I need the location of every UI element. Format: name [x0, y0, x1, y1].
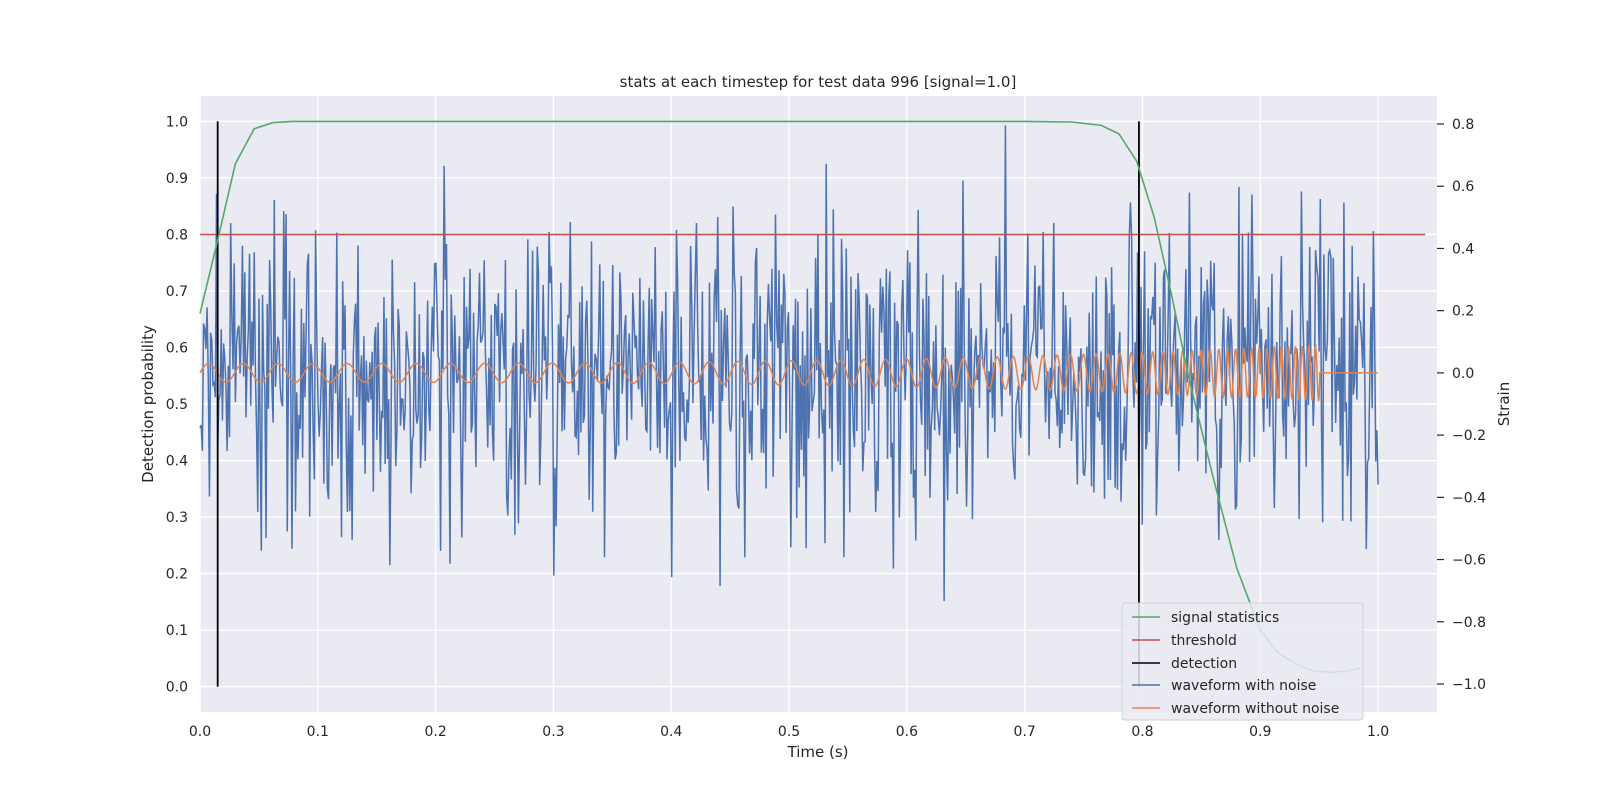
y-left-tick-label: 0.5	[166, 397, 188, 413]
y-left-tick-label: 0.9	[166, 171, 188, 187]
y-right-tick-label: −1.0	[1452, 677, 1486, 693]
x-tick-label: 0.5	[778, 724, 800, 740]
legend-label-waveform-without-noise: waveform without noise	[1171, 701, 1339, 717]
x-axis: 0.0 0.1 0.2 0.3 0.4 0.5 0.6 0.7 0.8 0.9 1.0	[189, 724, 1389, 740]
y-right-tick-label: −0.6	[1452, 553, 1486, 569]
y-left-tick-label: 0.8	[166, 227, 188, 243]
series-layer	[199, 120, 1426, 687]
x-tick-label: 0.0	[189, 724, 211, 740]
legend-label-threshold: threshold	[1171, 633, 1237, 649]
y-right-tick-label: 0.0	[1452, 366, 1474, 382]
y-left-tick-label: 0.2	[166, 567, 188, 583]
y-axis-left-label: Detection probability	[139, 325, 157, 483]
y-axis-right: −1.0 −0.8 −0.6 −0.4 −0.2 0.0 0.2 0.4 0.6 0.8	[1437, 117, 1486, 693]
x-tick-label: 0.2	[424, 724, 446, 740]
x-axis-label: Time (s)	[787, 743, 849, 761]
y-left-tick-label: 0.4	[166, 454, 188, 470]
y-right-tick-label: −0.2	[1452, 428, 1486, 444]
series-waveform-with-noise	[199, 125, 1379, 602]
y-right-tick-label: 0.8	[1452, 117, 1474, 133]
legend-box	[1121, 602, 1364, 721]
y-right-tick-label: −0.8	[1452, 615, 1486, 631]
x-tick-label: 0.1	[307, 724, 329, 740]
y-left-tick-label: 0.1	[166, 623, 188, 639]
legend-label-detection: detection	[1171, 656, 1237, 672]
x-tick-label: 0.8	[1131, 724, 1153, 740]
x-tick-label: 0.7	[1014, 724, 1036, 740]
y-axis-left: 0.0 0.1 0.2 0.3 0.4 0.5 0.6 0.7 0.8 0.9 1.0	[166, 114, 188, 695]
y-left-tick-label: 0.6	[166, 340, 188, 356]
legend-label-signal-statistics: signal statistics	[1171, 610, 1279, 626]
x-tick-label: 0.4	[660, 724, 682, 740]
x-tick-label: 1.0	[1367, 724, 1389, 740]
y-right-tick-label: 0.2	[1452, 304, 1474, 320]
x-tick-label: 0.6	[896, 724, 918, 740]
series-waveform-without-noise	[199, 343, 1379, 401]
chart-title: stats at each timestep for test data 996…	[620, 73, 1017, 91]
legend-label-waveform-with-noise: waveform with noise	[1171, 678, 1316, 694]
y-left-tick-label: 0.3	[166, 510, 188, 526]
y-right-tick-label: 0.4	[1452, 241, 1474, 257]
x-tick-label: 0.9	[1249, 724, 1271, 740]
y-axis-right-label: Strain	[1495, 382, 1513, 426]
y-left-tick-label: 0.0	[166, 680, 188, 696]
y-right-tick-label: −0.4	[1452, 490, 1486, 506]
x-tick-label: 0.3	[542, 724, 564, 740]
y-right-tick-label: 0.6	[1452, 179, 1474, 195]
legend: signal statistics threshold detection wa…	[1121, 602, 1364, 721]
y-left-tick-label: 1.0	[166, 114, 188, 130]
y-left-tick-label: 0.7	[166, 284, 188, 300]
